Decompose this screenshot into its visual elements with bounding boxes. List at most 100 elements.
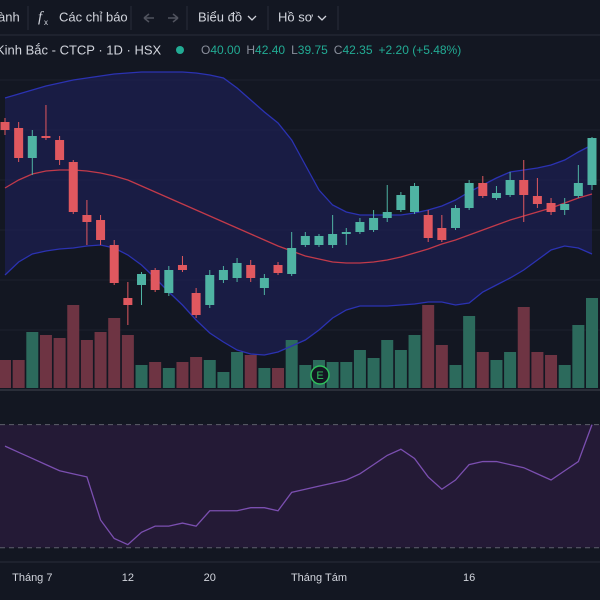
volume-bar — [108, 318, 121, 388]
toolbar — [0, 0, 600, 35]
legend-change: +2.20 (+5.48%) — [379, 43, 462, 57]
volume-bar — [149, 362, 162, 388]
candle-body — [423, 215, 433, 238]
volume-bar — [231, 352, 244, 388]
toolbar-item[interactable]: Hồ sơ — [278, 9, 314, 24]
volume-bar — [586, 298, 598, 388]
volume-bar — [504, 352, 517, 388]
candle-body — [532, 196, 542, 204]
toolbar-item[interactable]: Các chỉ báo — [59, 9, 128, 24]
volume-bar — [217, 372, 230, 388]
volume-bar — [190, 357, 203, 388]
volume-bar — [517, 307, 530, 388]
candle-body — [82, 215, 92, 222]
candle-body — [246, 265, 256, 278]
candle-body — [150, 270, 160, 290]
x-tick-label: Tháng Tám — [291, 572, 347, 584]
candle-body — [177, 265, 187, 270]
chevron[interactable] — [317, 15, 327, 21]
volume-bar — [353, 350, 366, 388]
volume-bar — [80, 340, 93, 388]
candle-body — [410, 186, 420, 212]
candle-body — [382, 212, 392, 218]
volume-bar — [422, 305, 435, 388]
chevron[interactable] — [247, 15, 257, 21]
plot: Tháng 7 12 20 Tháng Tám 16 — [0, 71, 600, 584]
candle-body — [300, 236, 310, 245]
legend-label: L — [291, 43, 298, 57]
rsi-line — [4, 424, 593, 546]
volume-bar — [381, 340, 394, 388]
candle-body — [546, 203, 556, 212]
status-dot — [176, 46, 184, 54]
candle-body — [437, 228, 447, 240]
toolbar-item[interactable]: Biểu đồ — [198, 9, 242, 24]
volume-bar — [449, 365, 462, 388]
candle-body — [137, 274, 147, 285]
candle-body — [505, 180, 515, 195]
band-fill — [5, 72, 592, 355]
volume-bar — [67, 305, 80, 388]
legend-label: O — [201, 43, 210, 57]
candle-body — [519, 180, 529, 195]
candle-body — [491, 193, 501, 198]
legend-label: C — [334, 43, 343, 57]
volume-bar — [53, 338, 66, 388]
volume-bar — [435, 345, 448, 388]
volume-bar — [203, 360, 216, 388]
volume-bar — [367, 358, 380, 388]
candle-body — [328, 234, 338, 245]
volume-bar — [26, 332, 39, 388]
redo-icon[interactable] — [168, 13, 179, 23]
volume-bar — [408, 335, 421, 388]
symbol: Kinh Bắc - CTCP · 1D · HSX — [0, 42, 162, 57]
volume-bar — [394, 350, 407, 388]
volume-bar — [12, 360, 25, 388]
volume-bar — [258, 368, 271, 388]
legend-value: 40.00 — [210, 43, 240, 57]
candle-body — [68, 162, 78, 212]
volume-bar — [0, 360, 11, 388]
undo-icon[interactable] — [143, 13, 154, 23]
x-tick-label: 16 — [463, 572, 475, 584]
candle-body — [478, 183, 488, 196]
event-marker-label[interactable]: E — [316, 370, 323, 382]
volume-bar — [244, 355, 257, 388]
x-tick-label: 20 — [204, 572, 216, 584]
candle-body — [355, 222, 365, 232]
x-tick-label: 12 — [122, 572, 134, 584]
candle-body — [232, 263, 242, 278]
fx-icon[interactable]: x — [44, 18, 48, 27]
candle-body — [55, 140, 65, 160]
volume-bar — [558, 365, 571, 388]
volume-bar — [176, 362, 189, 388]
x-tick-label: Tháng 7 — [12, 572, 52, 584]
fx-icon[interactable]: f — [38, 9, 44, 25]
volume-bar — [463, 316, 476, 388]
candle-body — [96, 220, 106, 240]
candle-body — [205, 275, 215, 305]
volume-bar — [326, 362, 339, 388]
event-marker[interactable] — [310, 365, 330, 385]
candle-body — [109, 245, 119, 283]
legend-label: H — [246, 43, 255, 57]
volume-bar — [121, 335, 134, 388]
volume-bar — [572, 325, 585, 388]
candle-body — [341, 232, 351, 234]
legend-value: 39.75 — [298, 43, 328, 57]
toolbar-item[interactable]: ành — [0, 9, 20, 24]
volume-bar — [135, 365, 148, 388]
candle-body — [191, 293, 201, 315]
volume-bar — [272, 368, 285, 388]
volume-bar — [299, 365, 312, 388]
candle-body — [573, 183, 583, 196]
volume-bar — [39, 335, 52, 388]
candle-body — [259, 278, 269, 288]
volume-bar — [285, 340, 298, 388]
legend-value: 42.40 — [255, 43, 285, 57]
volume-bar — [340, 362, 353, 388]
candle-body — [314, 236, 324, 245]
volume-bar — [545, 355, 558, 388]
candle-body — [27, 136, 37, 158]
